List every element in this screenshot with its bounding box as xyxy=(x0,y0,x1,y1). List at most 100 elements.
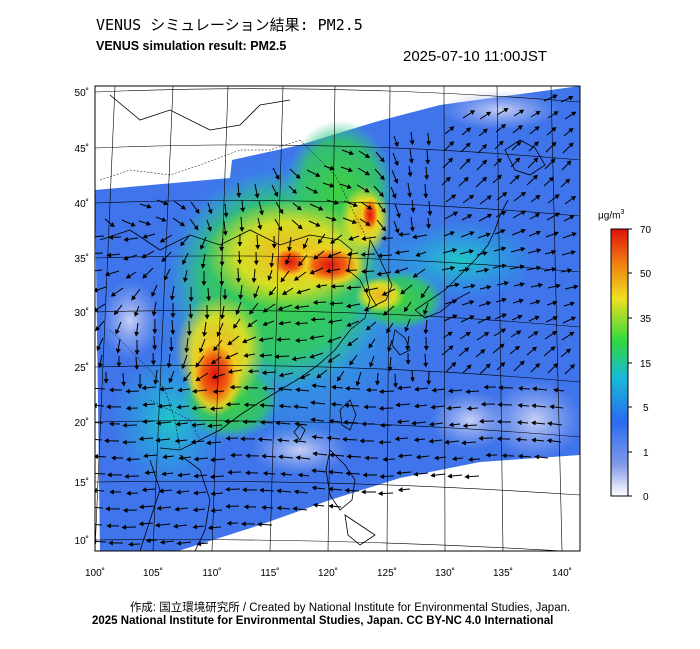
wind-vector-head xyxy=(386,328,391,334)
wind-vector-head xyxy=(259,352,264,359)
wind-vector-head xyxy=(157,403,163,409)
wind-vector-head xyxy=(302,243,308,250)
wind-vector-head xyxy=(449,126,455,132)
wind-vector-head xyxy=(461,440,466,446)
wind-vector-head xyxy=(535,230,542,236)
wind-vector-head xyxy=(548,176,554,182)
wind-vector-head xyxy=(425,159,431,165)
wind-vector-head xyxy=(381,291,388,296)
wind-vector-head xyxy=(355,381,361,387)
wind-vector-head xyxy=(326,435,332,441)
wind-vector-head xyxy=(423,362,429,368)
wind-vector-head xyxy=(258,337,264,343)
wind-vector-head xyxy=(398,231,403,237)
wind-vector-head xyxy=(520,246,526,252)
wind-vector-head xyxy=(554,212,561,218)
wind-vector-head xyxy=(531,346,538,352)
wind-vector-head xyxy=(126,490,131,496)
wind-vector-head xyxy=(95,307,99,312)
wind-vector-head xyxy=(257,225,263,231)
wind-vector-head xyxy=(481,176,488,182)
wind-vector-head xyxy=(267,275,273,281)
wind-vector-head xyxy=(568,95,574,101)
wind-vector-head xyxy=(536,265,542,271)
wind-vector-head xyxy=(295,455,301,461)
wind-vector-head xyxy=(346,322,352,327)
wind-vector-head xyxy=(423,345,429,351)
wind-vector-head xyxy=(380,207,386,214)
wind-vector-head xyxy=(276,488,282,494)
wind-vector-head xyxy=(257,436,263,442)
wind-vector-head xyxy=(128,541,133,547)
wind-vector-head xyxy=(482,159,488,165)
wind-vector-head xyxy=(486,316,492,321)
wind-vector-head xyxy=(268,290,274,296)
wind-vector-head xyxy=(115,348,121,354)
wind-vector-head xyxy=(182,259,187,265)
wind-vector-head xyxy=(210,508,216,514)
wind-vector-head xyxy=(364,170,370,176)
wind-vector-head xyxy=(451,456,457,462)
wind-vector-head xyxy=(158,488,164,494)
wind-vector-head xyxy=(200,263,206,269)
wind-vector-head xyxy=(470,283,476,289)
wind-vector-head xyxy=(201,281,207,286)
wind-vector-head xyxy=(161,256,167,263)
wind-vector-head xyxy=(109,489,114,495)
wind-vector-head xyxy=(235,309,241,316)
wind-vector-head xyxy=(567,268,573,274)
wind-vector-head xyxy=(219,246,225,252)
wind-vector-head xyxy=(365,387,371,393)
wind-vector-head xyxy=(210,457,215,463)
wind-vector-head xyxy=(426,140,432,146)
wind-vector-head xyxy=(517,125,523,130)
wind-vector-head xyxy=(568,142,574,148)
wind-vector-head xyxy=(462,423,468,429)
wind-vector-head xyxy=(498,140,504,146)
wind-vector-head xyxy=(297,224,303,230)
wind-vector-head xyxy=(174,506,180,512)
wind-vector-head xyxy=(227,469,233,475)
wind-vector-head xyxy=(294,337,300,344)
wind-vector-head xyxy=(219,261,225,267)
wind-vector-head xyxy=(277,437,282,443)
wind-vector-head xyxy=(175,421,181,427)
wind-vector-head xyxy=(484,331,490,337)
wind-vector-head xyxy=(142,233,148,239)
wind-vector-head xyxy=(142,273,148,279)
wind-vector-head xyxy=(161,471,167,477)
wind-vector-head xyxy=(553,231,559,237)
wind-vector-head xyxy=(403,306,409,313)
wind-vector-head xyxy=(361,489,366,495)
lat-label: 40˚ xyxy=(75,198,89,210)
wind-vector-head xyxy=(233,323,238,329)
wind-vector-head xyxy=(182,277,188,283)
yellow-region-yellow-sea xyxy=(355,277,405,313)
wind-vector-head xyxy=(363,404,369,410)
wind-vector-head xyxy=(346,453,352,460)
wind-vector-head xyxy=(330,239,336,244)
wind-vector-head xyxy=(216,331,222,337)
wind-vector-head xyxy=(273,191,279,198)
wind-vector-head xyxy=(380,235,386,241)
wind-vector-head xyxy=(145,538,151,544)
wind-vector-head xyxy=(89,269,92,272)
wind-vector-head xyxy=(551,331,558,336)
wind-vector-head xyxy=(230,452,235,458)
wind-vector-head xyxy=(296,289,302,295)
lat-label: 10˚ xyxy=(75,535,89,547)
wind-vector-head xyxy=(549,404,555,410)
wind-vector-head xyxy=(295,387,300,393)
wind-vector-head xyxy=(519,264,525,270)
wind-vector-head xyxy=(394,160,399,167)
wind-vector-head xyxy=(124,473,129,479)
wind-vector-head xyxy=(327,357,333,363)
wind-vector-head xyxy=(259,487,264,493)
wind-vector-head xyxy=(179,221,185,227)
wind-vector-head xyxy=(190,439,196,445)
wind-vector-head xyxy=(407,172,413,178)
wind-vector-head xyxy=(122,507,128,513)
wind-vector-head xyxy=(568,127,574,133)
wind-vector-head xyxy=(405,345,411,351)
wind-vector-head xyxy=(468,194,475,200)
